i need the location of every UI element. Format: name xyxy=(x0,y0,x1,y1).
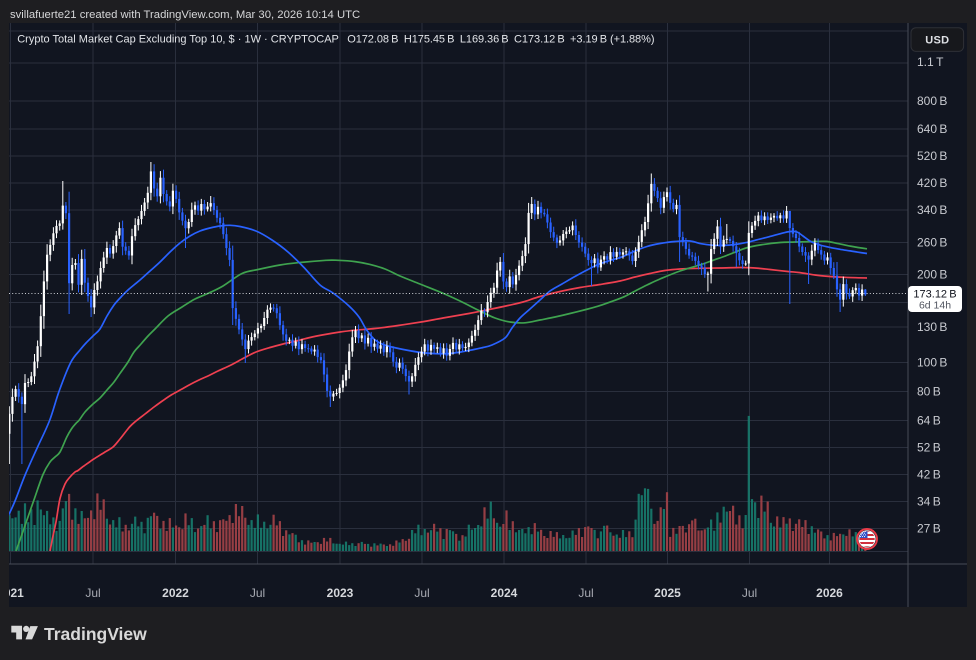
svg-text:TradingView: TradingView xyxy=(44,624,147,644)
svg-text:80 B: 80 B xyxy=(917,385,941,399)
svg-text:2025: 2025 xyxy=(654,586,681,600)
svg-text:Jul: Jul xyxy=(742,586,757,600)
svg-text:340 B: 340 B xyxy=(917,203,947,217)
svg-text:Jul: Jul xyxy=(578,586,593,600)
svg-text:Jul: Jul xyxy=(85,586,100,600)
svg-text:2023: 2023 xyxy=(327,586,354,600)
svg-text:2022: 2022 xyxy=(162,586,189,600)
svg-text:Crypto Total Market Cap Exclud: Crypto Total Market Cap Excluding Top 10… xyxy=(17,34,339,46)
svg-text:520 B: 520 B xyxy=(917,149,947,163)
svg-text:260 B: 260 B xyxy=(917,236,947,250)
svg-text:6d 14h: 6d 14h xyxy=(919,300,951,312)
svg-text:640 B: 640 B xyxy=(917,122,947,136)
svg-text:52 B: 52 B xyxy=(917,441,941,455)
svg-text:2024: 2024 xyxy=(491,586,518,600)
svg-text:800 B: 800 B xyxy=(917,94,947,108)
svg-text:42 B: 42 B xyxy=(917,468,941,482)
svg-text:130 B: 130 B xyxy=(917,320,947,334)
svg-text:1.1 T: 1.1 T xyxy=(917,55,944,69)
svg-text:200 B: 200 B xyxy=(917,268,947,282)
svg-text:64 B: 64 B xyxy=(917,414,941,428)
svg-text:2021: 2021 xyxy=(9,586,24,600)
svg-text:2026: 2026 xyxy=(816,586,843,600)
svg-text:173.12 B: 173.12 B xyxy=(913,289,956,301)
svg-text:Jul: Jul xyxy=(250,586,265,600)
svg-text:USD: USD xyxy=(925,35,949,47)
svg-text:34 B: 34 B xyxy=(917,495,941,509)
svg-text:420 B: 420 B xyxy=(917,176,947,190)
svg-text:27 B: 27 B xyxy=(917,522,941,536)
svg-text:Jul: Jul xyxy=(414,586,429,600)
svg-text:O172.08 B H175.45 B L169.36 B: O172.08 B H175.45 B L169.36 B C173.12 B … xyxy=(347,34,654,46)
svg-text:100 B: 100 B xyxy=(917,356,947,370)
